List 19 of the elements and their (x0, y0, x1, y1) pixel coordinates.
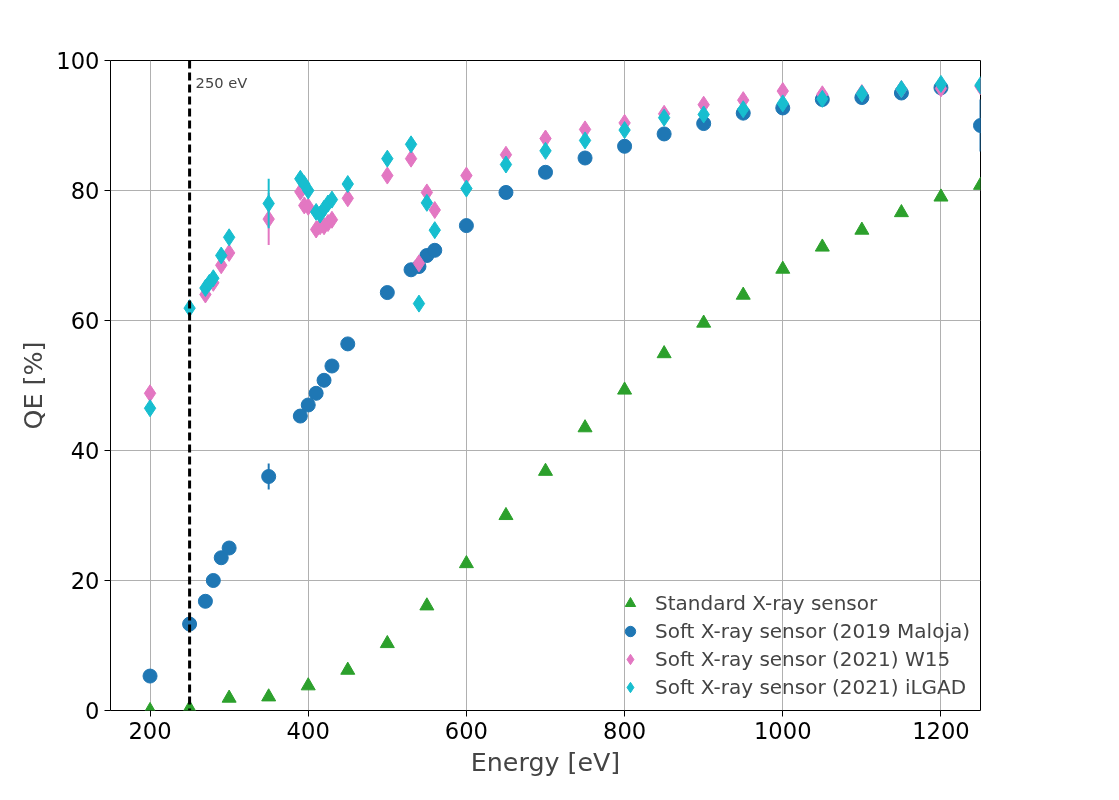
x-tick-label: 1000 (753, 717, 812, 744)
y-tick-label: 0 (85, 698, 100, 724)
legend-label: Soft X-ray sensor (2021) W15 (654, 647, 951, 671)
x-tick-label: 200 (128, 717, 172, 744)
x-tick-label: 1200 (912, 717, 970, 744)
ref-line-label: 250 eV (195, 73, 248, 91)
y-tick-label: 40 (70, 438, 100, 464)
y-tick-label: 80 (70, 178, 100, 204)
x-tick-label: 400 (286, 717, 330, 744)
x-tick-label: 600 (444, 717, 489, 744)
y-axis-title: QE [%] (18, 341, 49, 430)
x-tick-label: 800 (602, 717, 647, 744)
legend-label: Standard X-ray sensor (654, 591, 878, 615)
y-tick-label: 100 (56, 48, 100, 74)
y-tick-label: 60 (70, 308, 100, 334)
y-tick-label: 20 (70, 568, 100, 594)
x-axis-title: Energy [eV] (470, 746, 621, 777)
legend-label: Soft X-ray sensor (2021) iLGAD (654, 675, 967, 699)
legend-label: Soft X-ray sensor (2019 Maloja) (654, 619, 970, 643)
